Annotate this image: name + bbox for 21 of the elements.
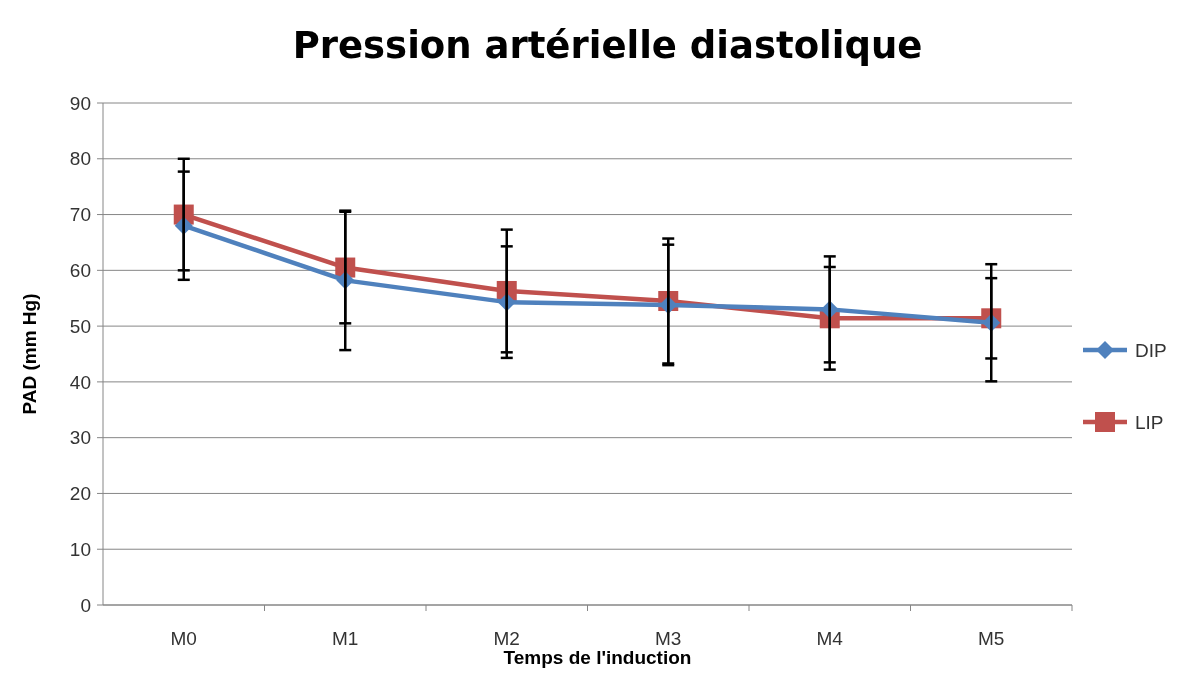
- y-tick-label: 80: [69, 148, 91, 170]
- legend-label: DIP: [1135, 339, 1167, 361]
- y-tick-label: 20: [69, 483, 91, 505]
- y-tick-label: 50: [69, 315, 91, 337]
- x-tick-label: M2: [493, 628, 520, 649]
- x-tick-label: M4: [816, 628, 844, 649]
- x-tick-label: M3: [655, 628, 682, 649]
- y-axis-title: PAD (mm Hg): [19, 293, 40, 415]
- x-axis-title: Temps de l'induction: [503, 647, 692, 668]
- y-tick-label: 40: [69, 371, 91, 393]
- y-tick-label: 90: [69, 92, 91, 114]
- chart-title: Pression artérielle diastolique: [292, 24, 923, 67]
- y-tick-label: 70: [69, 204, 91, 226]
- y-tick-label: 0: [80, 594, 91, 616]
- x-tick-label: M1: [332, 628, 359, 649]
- x-tick-label: M0: [170, 628, 197, 649]
- y-tick-label: 60: [69, 259, 91, 281]
- x-tick-label: M5: [978, 628, 1005, 649]
- y-tick-label: 10: [69, 538, 91, 560]
- legend-label: LIP: [1135, 411, 1164, 433]
- y-tick-label: 30: [69, 427, 91, 449]
